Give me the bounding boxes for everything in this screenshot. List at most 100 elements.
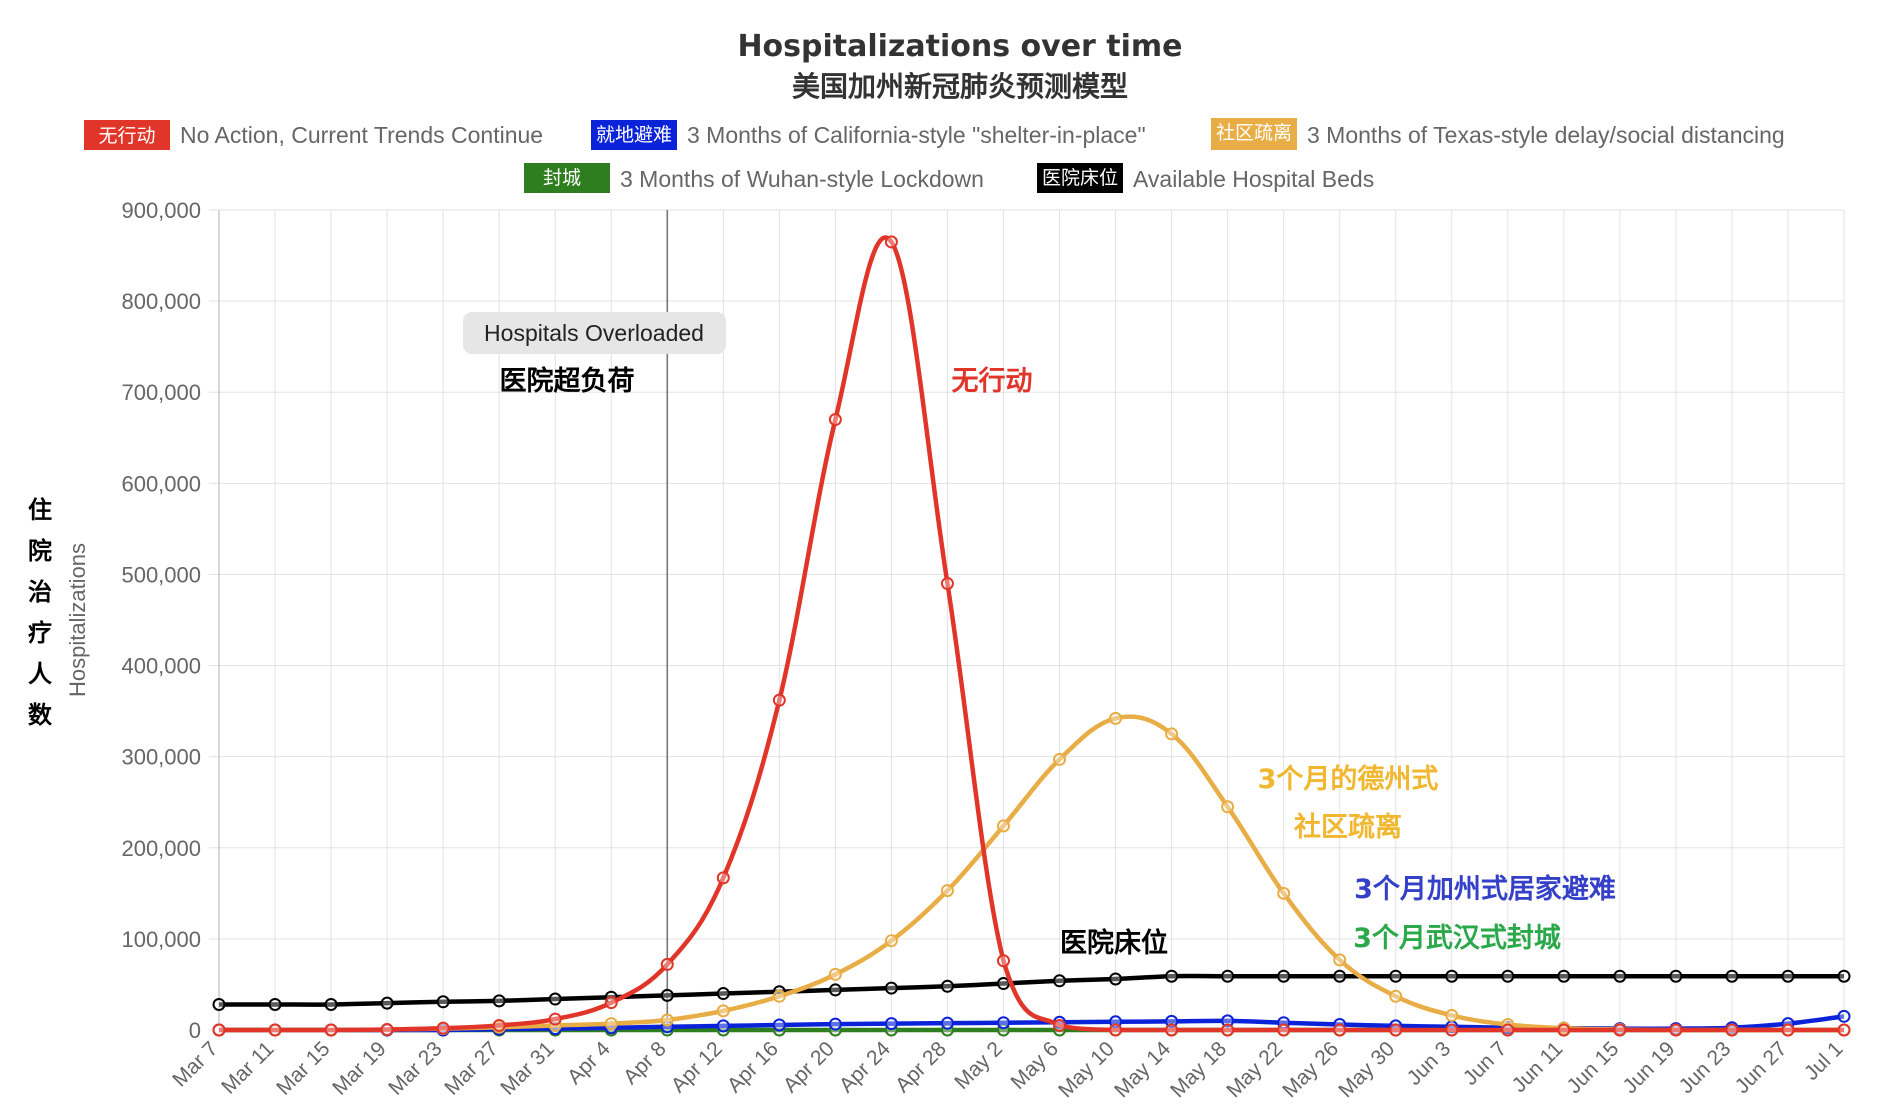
legend-item-no-action[interactable]: 无行动 No Action, Current Trends Continue bbox=[84, 120, 543, 150]
legend-item-beds[interactable]: 医院床位 Available Hospital Beds bbox=[1037, 163, 1374, 193]
x-tick-label: Apr 16 bbox=[723, 1037, 783, 1097]
data-point bbox=[1221, 969, 1235, 983]
data-point bbox=[1277, 886, 1291, 900]
y-axis-title-cn-char: 疗 bbox=[28, 619, 52, 647]
overload-label: Hospitals Overloaded bbox=[484, 320, 704, 346]
series-beds-line bbox=[218, 973, 1844, 1007]
data-point bbox=[1389, 989, 1403, 1003]
chart-title: Hospitalizations over time bbox=[737, 29, 1182, 64]
legend-tag-california: 就地避难 bbox=[596, 124, 672, 146]
series-no-action-line bbox=[219, 235, 1844, 1033]
data-point bbox=[268, 997, 282, 1011]
data-point bbox=[828, 413, 842, 427]
y-tick-label: 800,000 bbox=[121, 289, 201, 314]
data-point bbox=[1165, 1023, 1179, 1037]
texas-cn-label-line1: 3个月的德州式 bbox=[1258, 763, 1439, 795]
data-point bbox=[1053, 1018, 1067, 1032]
data-point bbox=[1221, 1014, 1235, 1028]
data-point bbox=[940, 1016, 954, 1030]
data-point bbox=[1053, 752, 1067, 766]
legend-label-wuhan: 3 Months of Wuhan-style Lockdown bbox=[620, 166, 984, 192]
data-point bbox=[1277, 1023, 1291, 1037]
data-point bbox=[1165, 1014, 1179, 1028]
data-point bbox=[996, 1016, 1010, 1030]
data-point bbox=[1501, 1023, 1515, 1037]
x-tick-label: Jun 7 bbox=[1459, 1037, 1512, 1090]
data-point bbox=[1109, 972, 1123, 986]
data-point bbox=[1221, 800, 1235, 814]
x-tick-label: Jun 3 bbox=[1403, 1037, 1456, 1090]
x-tick-label: Jul 1 bbox=[1800, 1037, 1848, 1085]
legend-item-california[interactable]: 就地避难 3 Months of California-style "shelt… bbox=[591, 120, 1146, 150]
x-tick-label: Apr 12 bbox=[667, 1037, 727, 1097]
series bbox=[212, 235, 1851, 1037]
data-point bbox=[1445, 969, 1459, 983]
data-point bbox=[1837, 1009, 1851, 1023]
data-point bbox=[1333, 1023, 1347, 1037]
legend-label-beds: Available Hospital Beds bbox=[1133, 166, 1374, 192]
data-point bbox=[548, 1012, 562, 1026]
legend-swatch-no-action bbox=[84, 120, 170, 150]
data-point bbox=[1501, 969, 1515, 983]
overload-cn-label: 医院超负荷 bbox=[500, 365, 635, 397]
x-tick-label: May 14 bbox=[1110, 1037, 1175, 1102]
data-point bbox=[436, 1021, 450, 1035]
data-point bbox=[884, 1017, 898, 1031]
data-point bbox=[828, 1017, 842, 1031]
texas-cn-label-line2: 社区疏离 bbox=[1294, 811, 1402, 843]
x-tick-label: Apr 28 bbox=[891, 1037, 951, 1097]
y-axis-title-cn-char: 治 bbox=[28, 578, 52, 606]
x-tick-label: Mar 19 bbox=[328, 1037, 390, 1099]
data-point bbox=[1109, 1023, 1123, 1037]
legend-swatch-beds bbox=[1037, 163, 1123, 193]
chart-subtitle: 美国加州新冠肺炎预测模型 bbox=[792, 70, 1128, 103]
data-point bbox=[1669, 969, 1683, 983]
y-tick-label: 500,000 bbox=[121, 562, 201, 587]
y-axis-title-cn-char: 数 bbox=[28, 701, 53, 729]
y-tick-label: 300,000 bbox=[121, 745, 201, 770]
overload-annotation: Hospitals Overloaded bbox=[463, 312, 726, 354]
y-axis-ticks: 0 100,000 200,000 300,000 400,000 500,000 600,… bbox=[121, 198, 201, 1043]
y-tick-label: 900,000 bbox=[121, 198, 201, 223]
legend-label-california: 3 Months of California-style "shelter-in… bbox=[687, 122, 1146, 148]
legend-item-wuhan[interactable]: 封城 3 Months of Wuhan-style Lockdown bbox=[524, 163, 984, 193]
y-tick-label: 100,000 bbox=[121, 927, 201, 952]
data-point bbox=[716, 1004, 730, 1018]
data-point bbox=[884, 934, 898, 948]
x-tick-label: Jun 27 bbox=[1731, 1037, 1792, 1098]
y-axis-title-cn-char: 住 bbox=[28, 496, 52, 524]
data-point bbox=[1389, 1023, 1403, 1037]
data-point bbox=[940, 979, 954, 993]
data-point bbox=[940, 577, 954, 591]
legend-item-texas[interactable]: 社区疏离 3 Months of Texas-style delay/socia… bbox=[1211, 118, 1785, 150]
data-point bbox=[324, 997, 338, 1011]
data-point bbox=[492, 1018, 506, 1032]
x-tick-label: May 30 bbox=[1334, 1037, 1399, 1102]
data-point bbox=[324, 1023, 338, 1037]
data-point bbox=[716, 987, 730, 1001]
data-point bbox=[380, 1023, 394, 1037]
data-point bbox=[1277, 969, 1291, 983]
data-point bbox=[1165, 727, 1179, 741]
y-tick-label: 600,000 bbox=[121, 471, 201, 496]
legend-tag-texas: 社区疏离 bbox=[1216, 122, 1292, 144]
no-action-cn-label: 无行动 bbox=[952, 365, 1033, 397]
x-tick-label: May 22 bbox=[1222, 1037, 1287, 1102]
data-point bbox=[436, 995, 450, 1009]
data-point bbox=[884, 235, 898, 249]
data-point bbox=[828, 983, 842, 997]
data-point bbox=[604, 996, 618, 1010]
data-point bbox=[1445, 1023, 1459, 1037]
x-tick-label: Mar 7 bbox=[168, 1037, 222, 1091]
y-tick-label: 0 bbox=[189, 1018, 201, 1043]
data-point bbox=[660, 988, 674, 1002]
data-point bbox=[1053, 974, 1067, 988]
data-point bbox=[1333, 953, 1347, 967]
data-point bbox=[380, 996, 394, 1010]
data-point bbox=[1557, 1023, 1571, 1037]
data-point bbox=[828, 967, 842, 981]
data-point bbox=[212, 997, 226, 1011]
y-tick-label: 700,000 bbox=[121, 380, 201, 405]
